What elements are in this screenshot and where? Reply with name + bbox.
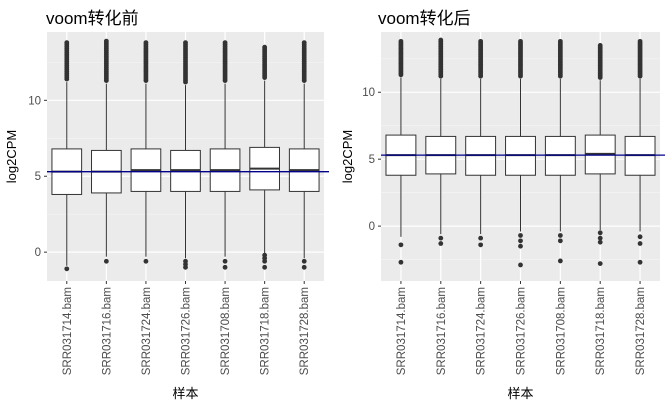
outlier-point-low <box>518 233 523 238</box>
outlier-point-low <box>478 235 484 241</box>
x-tick-label: SRR031716.bam <box>101 287 113 375</box>
outlier-point-low <box>518 243 523 249</box>
outlier-point-low <box>183 264 188 270</box>
outlier-point-low <box>301 258 307 264</box>
y-axis-ticks: 0 5 10 <box>28 95 47 259</box>
box-4 <box>170 40 201 270</box>
outlier-point-low <box>597 230 603 236</box>
outlier-point-low <box>222 264 228 270</box>
x-axis-title: 样本 <box>172 386 198 401</box>
outlier-point-high <box>64 40 70 46</box>
outlier-point-low <box>64 266 70 272</box>
outlier-point-low <box>637 234 643 240</box>
x-tick-label: SRR031726.bam <box>516 287 528 375</box>
outlier-point-high <box>103 38 109 44</box>
y-tick-label: 0 <box>369 221 375 233</box>
x-axis-title: 样本 <box>507 386 533 401</box>
outlier-point-low <box>262 258 268 264</box>
outlier-point-low <box>597 261 603 266</box>
outlier-point-low <box>557 258 563 264</box>
x-tick-label: SRR031718.bam <box>595 287 607 375</box>
y-axis-title: log2CPM <box>340 130 355 183</box>
x-tick-label: SRR031724.bam <box>476 287 488 375</box>
x-tick-label: SRR031714.bam <box>62 287 74 375</box>
box-5 <box>209 40 241 270</box>
outlier-point-high <box>597 42 603 48</box>
outlier-point-low <box>262 264 268 270</box>
outlier-point-low <box>103 258 109 264</box>
x-tick-label: SRR031718.bam <box>260 287 272 375</box>
box-4 <box>505 38 536 268</box>
outlier-point-low <box>478 242 484 248</box>
outlier-point-low <box>398 259 404 265</box>
box-6 <box>584 42 616 266</box>
y-axis-title: log2CPM <box>4 130 19 183</box>
outlier-point-high <box>301 40 307 46</box>
x-axis-tick-labels: SRR031714.bam SRR031716.bam SRR031724.bam S… <box>62 281 311 375</box>
box-7 <box>624 38 656 265</box>
outlier-point-high <box>557 38 563 44</box>
outlier-point-low <box>518 262 523 268</box>
box-3 <box>465 38 497 248</box>
x-tick-label: SRR031724.bam <box>141 287 153 375</box>
outlier-point-high <box>518 38 523 44</box>
outlier-point-low <box>222 258 228 264</box>
outlier-point-low <box>518 238 523 244</box>
outlier-point-high <box>478 38 484 44</box>
outlier-point-low <box>301 264 307 270</box>
x-tick-label: SRR031708.bam <box>555 287 567 375</box>
boxes <box>381 37 665 268</box>
box-6 <box>249 44 280 270</box>
y-tick-label: 5 <box>369 154 375 166</box>
outlier-point-high <box>143 40 149 46</box>
y-axis-ticks: 0 5 10 <box>362 87 381 233</box>
x-tick-label: SRR031726.bam <box>181 287 193 375</box>
outlier-point-low <box>597 239 603 245</box>
outlier-point-low <box>398 242 404 248</box>
chart-title: voom转化前 <box>46 9 139 28</box>
outlier-point-high <box>222 40 228 46</box>
boxes <box>47 38 329 272</box>
y-tick-label: 10 <box>362 87 375 99</box>
outlier-point-high <box>637 38 643 44</box>
x-tick-label: SRR031708.bam <box>220 287 232 375</box>
box-3 <box>130 40 162 264</box>
x-tick-label: SRR031714.bam <box>396 287 408 375</box>
outlier-point-high <box>398 38 404 44</box>
y-tick-label: 0 <box>35 247 41 259</box>
outlier-point-low <box>637 241 643 246</box>
outlier-point-low <box>597 235 603 241</box>
outlier-point-low <box>637 259 643 265</box>
outlier-point-high <box>438 37 444 43</box>
outlier-point-low <box>557 238 563 244</box>
x-tick-label: SRR031728.bam <box>635 287 647 375</box>
outlier-point-low <box>557 233 563 238</box>
x-tick-label: SRR031728.bam <box>299 287 311 375</box>
y-tick-label: 5 <box>35 171 41 183</box>
outlier-point-low <box>143 258 149 264</box>
y-tick-label: 10 <box>28 95 41 107</box>
outlier-point-low <box>438 241 444 246</box>
outlier-point-high <box>262 44 268 50</box>
x-tick-label: SRR031716.bam <box>436 287 448 375</box>
box-7 <box>288 40 320 270</box>
outlier-point-high <box>183 40 188 46</box>
chart-title: voom转化后 <box>378 9 471 28</box>
outlier-point-low <box>438 235 444 241</box>
x-axis-tick-labels: SRR031714.bam SRR031716.bam SRR031724.bam S… <box>396 281 647 375</box>
